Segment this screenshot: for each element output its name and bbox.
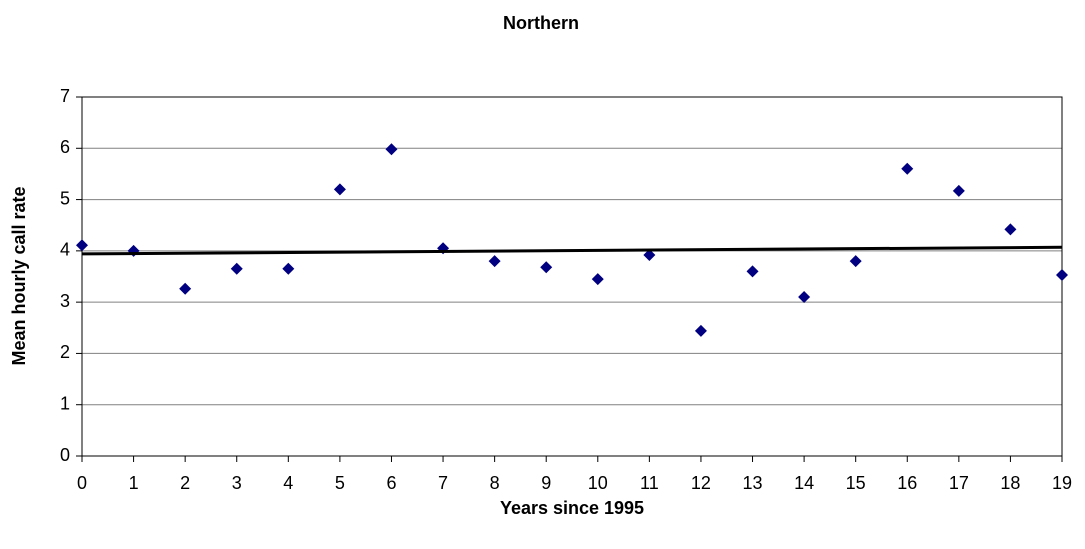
data-point — [540, 261, 553, 274]
y-tick-label: 3 — [60, 291, 70, 311]
x-tick-label: 12 — [691, 473, 711, 493]
data-point — [76, 239, 88, 252]
data-point — [230, 262, 243, 275]
x-tick-label: 9 — [541, 473, 551, 493]
x-tick-label: 13 — [743, 473, 763, 493]
x-tick-label: 15 — [846, 473, 866, 493]
data-point — [694, 324, 707, 337]
data-point — [333, 183, 346, 196]
x-tick-label: 5 — [335, 473, 345, 493]
x-axis-label: Years since 1995 — [500, 498, 644, 518]
x-tick-label: 19 — [1052, 473, 1072, 493]
data-point — [1056, 268, 1068, 281]
x-tick-label: 14 — [794, 473, 814, 493]
data-point — [282, 262, 295, 275]
x-tick-label: 0 — [77, 473, 87, 493]
x-tick-label: 16 — [897, 473, 917, 493]
y-tick-label: 5 — [60, 188, 70, 208]
plot-area — [81, 96, 1063, 457]
data-point — [591, 273, 604, 286]
data-point — [643, 248, 656, 261]
data-point — [849, 255, 862, 268]
y-tick-label: 6 — [60, 137, 70, 157]
y-tick-label: 1 — [60, 393, 70, 413]
y-axis-label: Mean hourly call rate — [9, 186, 29, 365]
x-tick-label: 2 — [180, 473, 190, 493]
data-point — [798, 291, 811, 304]
y-tick-label: 7 — [60, 86, 70, 106]
trend-line — [81, 245, 1063, 256]
data-point — [952, 184, 965, 197]
x-tick-label: 11 — [640, 473, 659, 493]
x-tick-label: 8 — [490, 473, 500, 493]
x-tick-label: 17 — [949, 473, 969, 493]
data-point — [385, 143, 398, 156]
data-point — [746, 265, 759, 278]
data-point — [179, 282, 192, 295]
x-tick-label: 18 — [1000, 473, 1020, 493]
x-tick-label: 6 — [386, 473, 396, 493]
data-point — [488, 255, 501, 268]
x-tick-label: 4 — [283, 473, 293, 493]
x-tick-label: 7 — [438, 473, 448, 493]
x-tick-label: 1 — [129, 473, 139, 493]
y-tick-label: 2 — [60, 342, 70, 362]
y-tick-label: 0 — [60, 445, 70, 465]
x-tick-label: 3 — [232, 473, 242, 493]
x-tick-label: 10 — [588, 473, 608, 493]
chart-title: Northern — [503, 13, 579, 33]
y-tick-label: 4 — [60, 240, 70, 260]
data-point — [1004, 223, 1017, 236]
data-point — [901, 162, 914, 175]
